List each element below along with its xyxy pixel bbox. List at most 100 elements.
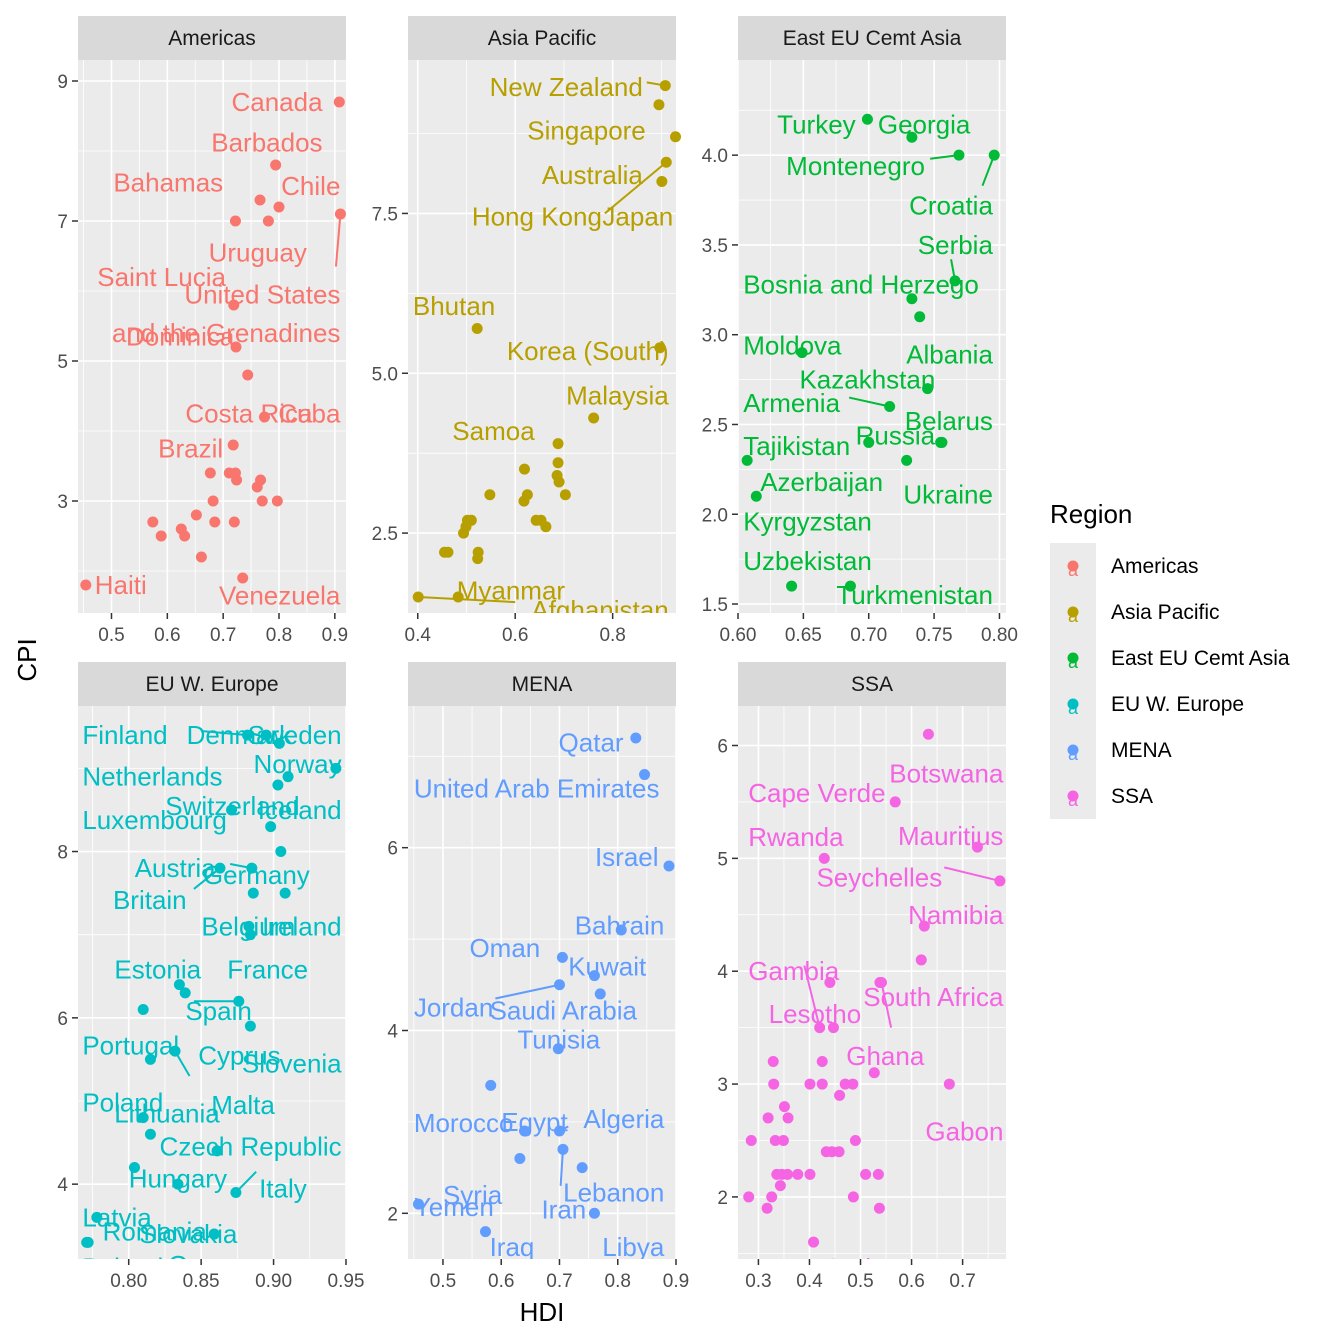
y-tick-label: 4: [387, 1021, 398, 1042]
data-point: [207, 495, 219, 507]
data-point: [953, 149, 965, 161]
point-label-bhutan: Bhutan: [413, 291, 495, 321]
point-label-greece: Greece: [168, 1250, 253, 1280]
data-point: [279, 887, 291, 899]
point-label-portugal: Portugal: [82, 1030, 179, 1060]
y-tick-label: 2.5: [702, 415, 728, 436]
data-point: [173, 979, 185, 991]
point-label-australia: Australia: [542, 160, 644, 190]
data-point: [971, 841, 983, 853]
point-label-haiti: Haiti: [95, 570, 147, 600]
facet-strip-label: EU W. Europe: [145, 673, 278, 696]
point-label-slovakia: Slovakia: [139, 1219, 238, 1249]
point-labels: New Zealand Singapore Australia Hong Kong Ja…: [413, 72, 673, 613]
legend-key-point: [1067, 560, 1079, 572]
data-point: [654, 342, 666, 354]
point-label-hong-kong: Hong Kong: [472, 202, 602, 232]
x-tick-label: 0.85: [183, 1271, 220, 1292]
point-label-korea-south: Korea (South): [507, 336, 669, 366]
data-point: [796, 347, 808, 359]
data-point: [670, 131, 682, 143]
point-label-gambia: Gambia: [748, 956, 840, 986]
x-tick-label: 0.7: [949, 1271, 975, 1292]
label-leader-line: [201, 729, 248, 737]
y-tick-label: 3.0: [702, 326, 728, 347]
data-point: [270, 159, 282, 171]
data-point: [847, 1191, 859, 1203]
data-point: [452, 591, 464, 603]
data-point: [412, 1198, 424, 1210]
data-point: [771, 1168, 783, 1180]
data-point: [889, 796, 901, 808]
x-tick-label: 0.90: [255, 1271, 292, 1292]
point-label-luxembourg: Luxembourg: [82, 805, 227, 835]
point-label-malaysia: Malaysia: [566, 381, 669, 411]
y-tick-label: 7.5: [372, 204, 398, 225]
data-point: [144, 1128, 156, 1140]
label-leader-line: [334, 213, 342, 267]
data-point: [915, 954, 927, 966]
point-label-belarus: Belarus: [905, 406, 993, 436]
panel-background: [78, 706, 346, 1259]
data-point: [91, 1211, 103, 1223]
legend-key-point: [1067, 744, 1079, 756]
data-point: [774, 1180, 786, 1192]
point-label-yemen: Yemen: [414, 1192, 494, 1222]
x-tick-label: 0.5: [430, 1271, 456, 1292]
data-point: [227, 439, 239, 451]
legend-key-glyph: a: [1068, 652, 1079, 672]
data-point: [861, 113, 873, 125]
point-label-brazil: Brazil: [158, 434, 223, 464]
data-point: [208, 1228, 220, 1240]
data-point: [860, 1168, 872, 1180]
y-tick-label: 6: [717, 737, 728, 758]
data-point: [834, 1089, 846, 1101]
data-point: [137, 1112, 149, 1124]
data-point: [244, 1020, 256, 1032]
point-label-south-africa: South Africa: [863, 982, 1004, 1012]
point-label-tajikistan: Tajikistan: [743, 431, 850, 461]
x-tick-label: 0.70: [850, 625, 887, 646]
panel-eu-w-europe: EU W. Europe 0.80 0.85 0.90 0.95 4 6 8 Finland De…: [57, 662, 364, 1292]
point-labels: Qatar United Arab Emirates Israel Bahrain Om…: [414, 728, 665, 1259]
point-label-slovenia: Slovenia: [242, 1049, 342, 1079]
data-point: [243, 920, 255, 932]
data-point: [588, 412, 600, 424]
x-tick-label: 0.95: [328, 1271, 365, 1292]
y-tick-label: 3.5: [702, 236, 728, 257]
data-point: [782, 1112, 794, 1124]
point-label-lithuania: Lithuania: [114, 1098, 220, 1128]
point-label-iran: Iran: [541, 1195, 586, 1225]
data-point: [471, 323, 483, 335]
point-label-finland: Finland: [82, 720, 167, 750]
data-point: [271, 495, 283, 507]
x-tick-label: 0.80: [981, 625, 1018, 646]
data-point: [82, 1236, 94, 1248]
data-point: [244, 929, 256, 941]
point-label-canada: Canada: [231, 87, 323, 117]
data-point: [936, 436, 948, 448]
legend-key-glyph: a: [1068, 560, 1079, 580]
point-label-jordan: Jordan: [414, 993, 494, 1023]
point-label-chile: Chile: [281, 171, 340, 201]
point-label-saint-lucia: Saint Lucia: [97, 262, 226, 292]
data-point: [918, 920, 930, 932]
data-point: [552, 438, 564, 450]
point-label-uruguay: Uruguay: [209, 238, 307, 268]
label-leader-line: [880, 982, 893, 1028]
data-point: [552, 457, 564, 469]
data-point: [816, 1056, 828, 1067]
data-point: [557, 1143, 569, 1155]
data-point: [282, 771, 294, 783]
y-tick-label: 2: [387, 1204, 398, 1225]
data-point: [514, 1152, 526, 1164]
data-point: [906, 131, 918, 143]
data-point: [827, 1022, 839, 1034]
point-label-armenia: Armenia: [743, 388, 840, 418]
legend-key-point: [1067, 698, 1079, 710]
legend: Region a Americas a Asia Pacific a East EU Ce…: [1050, 499, 1290, 819]
point-label-montenegro: Montenegro: [786, 151, 925, 181]
point-label-albania: Albania: [906, 339, 993, 369]
point-label-barbados: Barbados: [211, 128, 322, 158]
